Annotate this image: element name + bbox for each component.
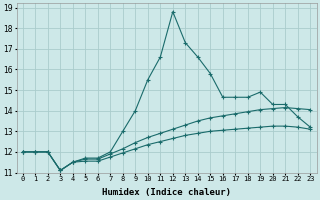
X-axis label: Humidex (Indice chaleur): Humidex (Indice chaleur) xyxy=(102,188,231,197)
